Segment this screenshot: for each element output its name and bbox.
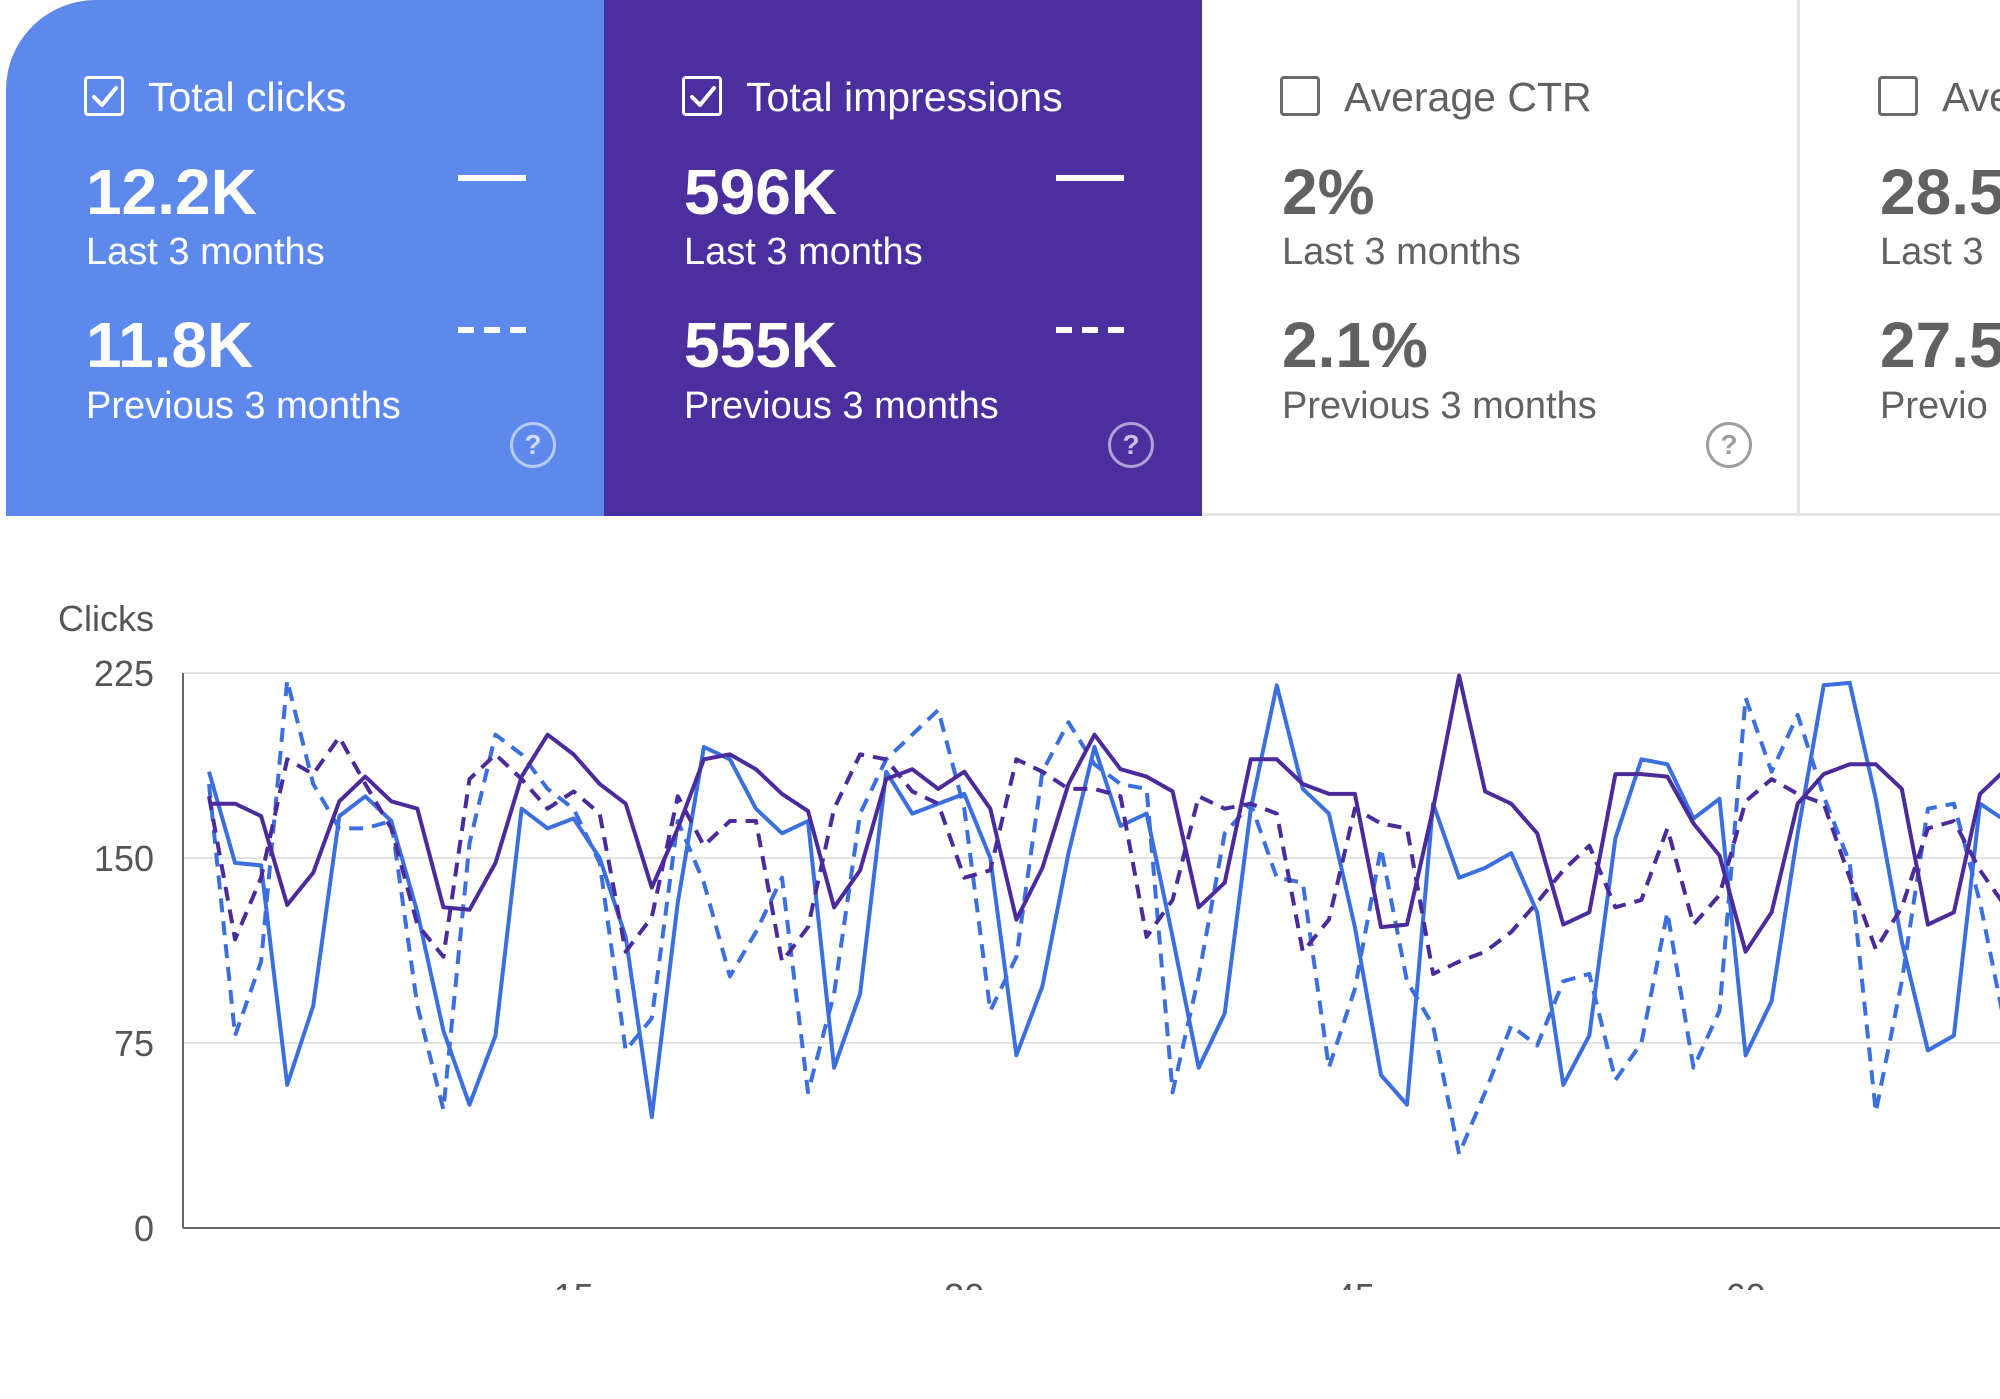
metric-prev-value: 555K xyxy=(684,309,837,381)
metric-period: Last 3 months xyxy=(1282,231,1521,273)
metric-prev-value: 11.8K xyxy=(86,309,254,381)
y-tick-label: 225 xyxy=(94,653,154,694)
clicks-chart: Clicks 0 75 150 225 15 30 45 60 xyxy=(58,598,2000,1290)
tile-average-position[interactable]: Ave 28.5 Last 3 27.5 Previo xyxy=(1800,0,2000,516)
legend-dashed-line xyxy=(1056,327,1124,333)
series-line-impressions-current xyxy=(209,673,2000,954)
checkbox-empty-icon[interactable] xyxy=(1878,76,1918,116)
tile-average-ctr[interactable]: Average CTR 2% Last 3 months 2.1% Previo… xyxy=(1202,0,1800,516)
legend-solid-line xyxy=(458,175,526,181)
x-tick-label: 45 xyxy=(1335,1276,1375,1290)
metric-value: 28.5 xyxy=(1880,156,2000,228)
y-tick-label: 150 xyxy=(94,838,154,879)
x-tick-label: 30 xyxy=(944,1276,984,1290)
help-circle-icon[interactable]: ? xyxy=(1706,422,1752,468)
tile-label: Total clicks xyxy=(148,74,347,120)
y-axis-title: Clicks xyxy=(58,598,154,639)
checkbox-checked-icon[interactable] xyxy=(682,76,722,116)
tile-label: Total impressions xyxy=(746,74,1063,120)
series-line-clicks-current xyxy=(207,680,2000,1119)
metric-prev-period: Previous 3 months xyxy=(684,385,999,427)
checkbox-empty-icon[interactable] xyxy=(1280,76,1320,116)
metric-period: Last 3 months xyxy=(684,231,923,273)
metric-prev-period: Previo xyxy=(1880,385,1988,427)
metric-prev-value: 2.1% xyxy=(1282,309,1428,381)
metric-prev-period: Previous 3 months xyxy=(1282,385,1597,427)
metric-period: Last 3 months xyxy=(86,231,325,273)
tile-total-clicks[interactable]: Total clicks 12.2K Last 3 months 11.8K P… xyxy=(6,0,604,516)
y-tick-labels: 0 75 150 225 xyxy=(94,653,154,1249)
x-tick-label: 15 xyxy=(554,1276,594,1290)
x-tick-labels: 15 30 45 60 xyxy=(554,1276,1766,1290)
y-tick-label: 0 xyxy=(134,1208,154,1249)
x-tick-label: 60 xyxy=(1726,1276,1766,1290)
metric-prev-value: 27.5 xyxy=(1880,309,2000,381)
chart-series xyxy=(207,673,2000,1156)
help-circle-icon[interactable]: ? xyxy=(510,422,556,468)
metric-value: 2% xyxy=(1282,156,1375,228)
tile-label: Ave xyxy=(1942,74,2000,120)
legend-dashed-line xyxy=(458,327,526,333)
metric-tiles: Total clicks 12.2K Last 3 months 11.8K P… xyxy=(6,0,2000,516)
metric-period: Last 3 xyxy=(1880,231,1984,273)
performance-card: Total clicks 12.2K Last 3 months 11.8K P… xyxy=(6,0,2000,1290)
y-tick-label: 75 xyxy=(114,1023,154,1064)
tile-total-impressions[interactable]: Total impressions 596K Last 3 months 555… xyxy=(604,0,1202,516)
help-circle-icon[interactable]: ? xyxy=(1108,422,1154,468)
metric-prev-period: Previous 3 months xyxy=(86,385,401,427)
chart-grid xyxy=(183,672,2000,1044)
series-line-impressions-previous xyxy=(207,735,2000,976)
metric-value: 596K xyxy=(684,156,837,228)
legend-solid-line xyxy=(1056,175,1124,181)
metric-value: 12.2K xyxy=(86,156,257,228)
checkbox-checked-icon[interactable] xyxy=(84,76,124,116)
tile-label: Average CTR xyxy=(1344,74,1592,120)
